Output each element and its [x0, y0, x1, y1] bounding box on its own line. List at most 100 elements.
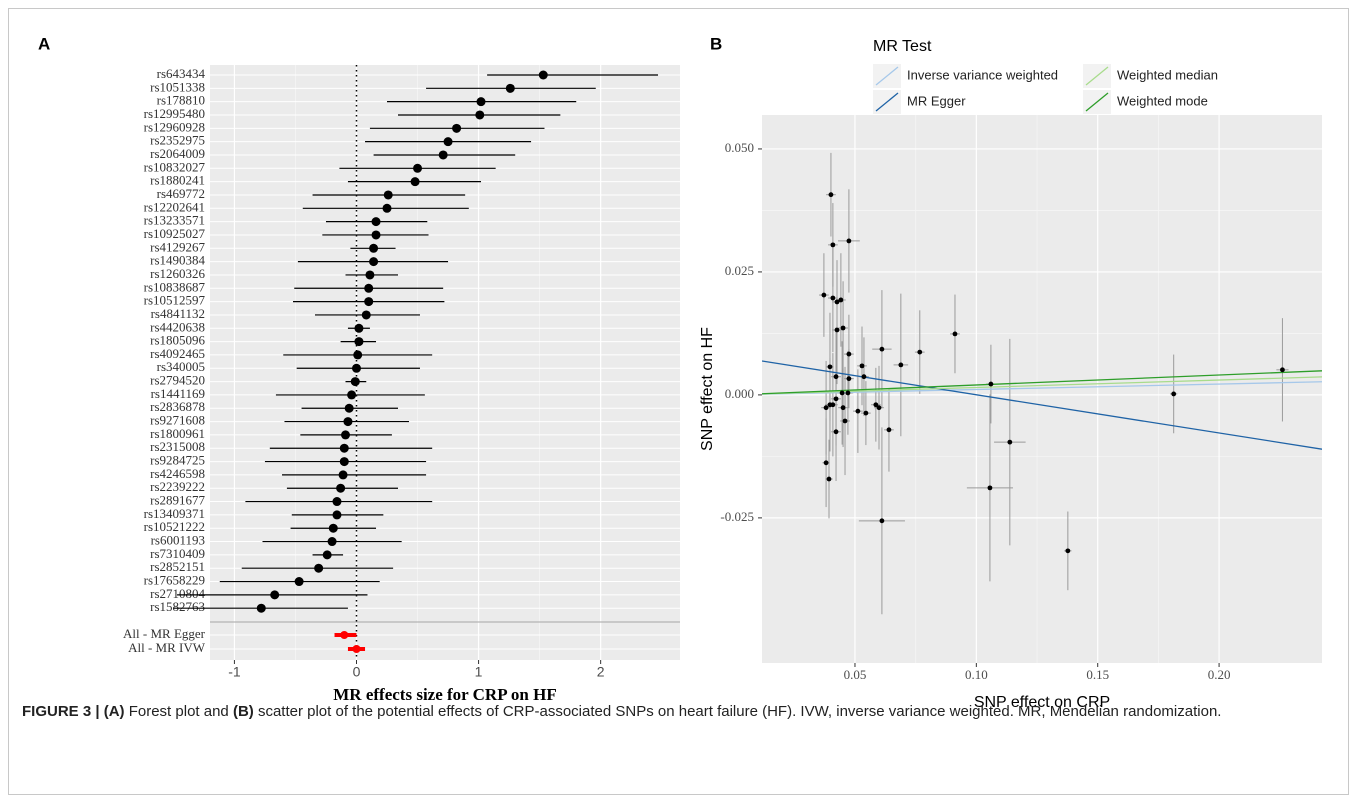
- estimate-point: [314, 563, 324, 573]
- estimate-point: [369, 243, 379, 253]
- caption: FIGURE 3 | (A) Forest plot and (B) scatt…: [22, 700, 1334, 724]
- regression-line: [762, 370, 1322, 395]
- point: [846, 376, 852, 382]
- category-label: rs1441169: [151, 386, 205, 401]
- point: [987, 485, 993, 491]
- category-label: rs9271608: [150, 413, 205, 428]
- point: [863, 410, 869, 416]
- estimate-point: [361, 310, 371, 320]
- estimate-point: [340, 631, 349, 639]
- estimate-point: [382, 203, 392, 213]
- regression-line: [762, 360, 1322, 450]
- x-axis-label: MR effects size for CRP on HF: [333, 685, 556, 704]
- estimate-point: [364, 297, 374, 307]
- category-label: rs17658229: [144, 573, 205, 588]
- x-tick-label: 0.05: [844, 667, 867, 682]
- y-tick-label: -0.025: [720, 509, 754, 524]
- category-label: rs2239222: [150, 479, 205, 494]
- estimate-point: [369, 257, 379, 267]
- category-label: rs1805096: [150, 333, 205, 348]
- estimate-point: [371, 230, 381, 240]
- point: [833, 374, 839, 380]
- estimate-point: [371, 217, 381, 227]
- category-label: rs9284725: [150, 453, 205, 468]
- estimate-point: [336, 483, 346, 493]
- legend-label: Weighted mode: [1117, 93, 1208, 108]
- x-tick-label: 0.10: [965, 667, 988, 682]
- estimate-point: [364, 283, 374, 293]
- category-label: rs4092465: [150, 346, 205, 361]
- estimate-point: [352, 645, 361, 653]
- caption-text: scatter plot of the potential effects of…: [253, 703, 1222, 720]
- category-label: rs178810: [157, 93, 205, 108]
- legend-label: Weighted median: [1117, 67, 1218, 82]
- plot-background: [210, 65, 680, 660]
- estimate-point: [341, 430, 351, 440]
- category-label: rs4129267: [150, 239, 205, 254]
- caption-text: FIGURE 3 |: [22, 703, 104, 720]
- point: [1280, 367, 1285, 373]
- point: [830, 242, 836, 248]
- point: [823, 405, 829, 411]
- plot-background: [762, 115, 1322, 663]
- point: [840, 405, 846, 411]
- x-tick-label: 1: [475, 664, 483, 680]
- y-tick-label: 0.000: [725, 386, 754, 401]
- estimate-point: [294, 577, 304, 587]
- estimate-point: [410, 177, 420, 187]
- point: [828, 192, 834, 198]
- regression-line: [762, 376, 1322, 395]
- estimate-point: [328, 523, 338, 533]
- y-tick-label: 0.025: [725, 263, 754, 278]
- point: [879, 346, 885, 352]
- point: [830, 402, 836, 408]
- estimate-point: [438, 150, 448, 160]
- point: [842, 418, 848, 424]
- caption-text: (B): [232, 703, 254, 720]
- category-label: rs12960928: [144, 119, 205, 134]
- estimate-point: [365, 270, 375, 280]
- legend-key-line: [875, 92, 899, 112]
- point: [830, 295, 836, 301]
- x-tick-label: 0.20: [1208, 667, 1231, 682]
- x-tick-label: 0.15: [1086, 667, 1109, 682]
- category-label: rs10925027: [144, 226, 206, 241]
- estimate-point: [270, 590, 280, 600]
- category-label: rs643434: [157, 66, 206, 81]
- estimate-point: [505, 83, 515, 93]
- category-label: rs13409371: [144, 506, 205, 521]
- legend-key-line: [875, 66, 899, 86]
- category-label: rs2891677: [150, 493, 205, 508]
- estimate-point: [354, 323, 364, 333]
- category-label: rs10521222: [144, 519, 205, 534]
- estimate-point: [413, 163, 423, 173]
- legend-key-line: [1085, 66, 1109, 86]
- point: [917, 349, 923, 355]
- estimate-point: [476, 97, 486, 107]
- point: [952, 331, 958, 337]
- category-label: rs12995480: [144, 106, 205, 121]
- estimate-point: [354, 337, 364, 347]
- category-label: rs4246598: [150, 466, 205, 481]
- point: [879, 518, 885, 524]
- category-label: rs469772: [157, 186, 205, 201]
- point: [826, 476, 832, 482]
- category-label: rs2836878: [150, 399, 205, 414]
- category-label: rs2315008: [150, 439, 205, 454]
- category-label: rs10838687: [144, 279, 206, 294]
- legend-key-line: [1085, 92, 1109, 112]
- estimate-point: [353, 350, 363, 360]
- figure-border: [8, 8, 1349, 795]
- estimate-point: [452, 123, 462, 133]
- category-label: All - MR IVW: [128, 640, 206, 655]
- point: [845, 390, 851, 396]
- estimate-point: [344, 403, 354, 413]
- point: [859, 363, 865, 369]
- category-label: All - MR Egger: [123, 626, 206, 641]
- estimate-point: [327, 537, 337, 547]
- estimate-point: [538, 70, 548, 80]
- legend-title: MR Test: [873, 38, 932, 55]
- point: [834, 327, 840, 333]
- estimate-point: [343, 417, 353, 427]
